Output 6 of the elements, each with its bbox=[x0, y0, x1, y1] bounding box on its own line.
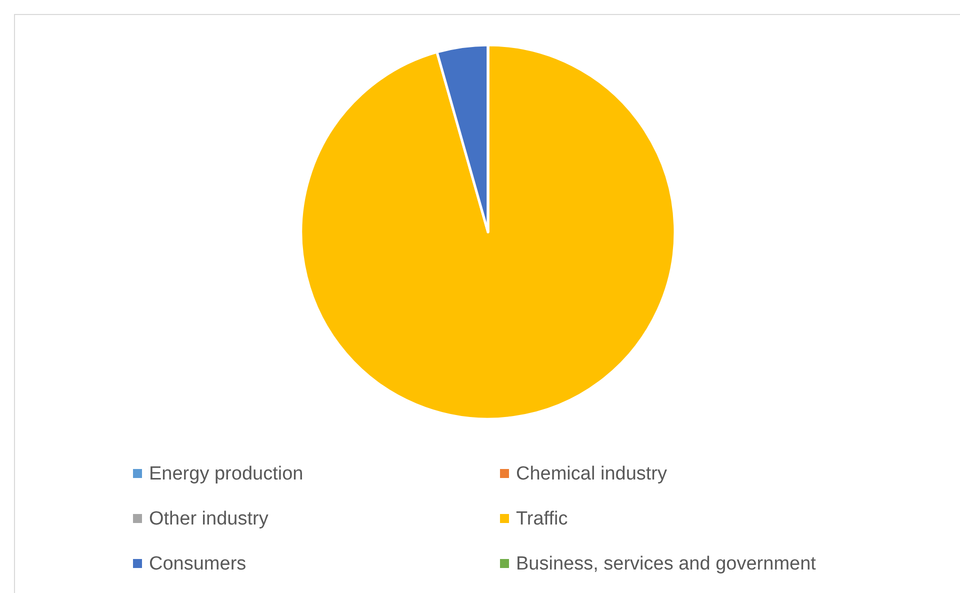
legend-label: Energy production bbox=[149, 464, 304, 484]
legend-label: Chemical industry bbox=[516, 464, 668, 484]
legend-label: Traffic bbox=[516, 508, 568, 530]
legend-label: Consumers bbox=[149, 554, 246, 574]
legend-label: Other industry bbox=[149, 508, 269, 530]
legend-label: Business, services and government bbox=[516, 554, 817, 574]
